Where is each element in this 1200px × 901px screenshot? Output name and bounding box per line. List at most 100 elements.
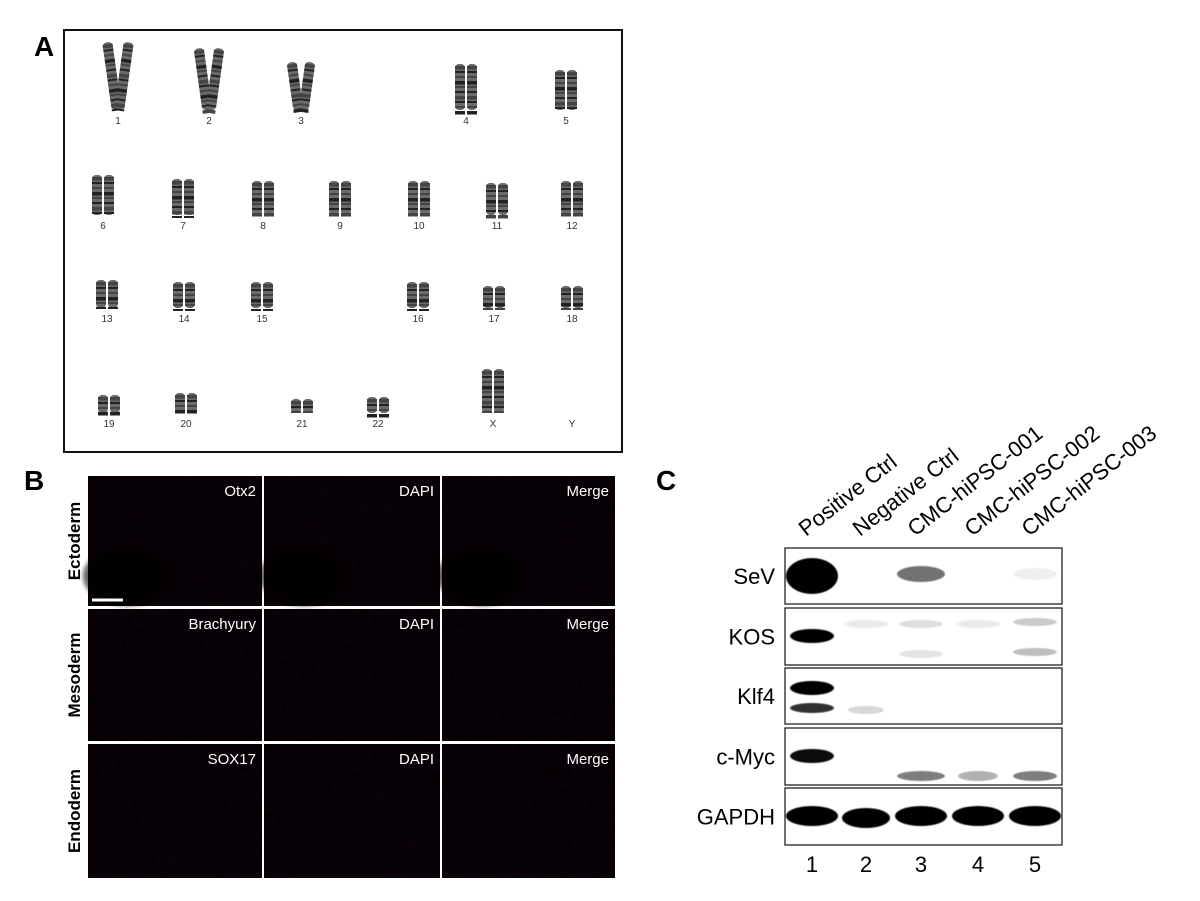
lane-number: 2 — [860, 852, 872, 877]
band — [897, 566, 945, 582]
chromosome — [104, 175, 114, 215]
band — [408, 203, 418, 205]
chromosome — [561, 181, 571, 217]
band — [110, 412, 120, 416]
band — [173, 294, 183, 296]
micrograph-signal — [88, 744, 262, 878]
band — [408, 193, 418, 195]
band — [120, 58, 132, 64]
band — [790, 681, 834, 695]
band — [567, 92, 577, 94]
chromosome — [419, 282, 429, 311]
band — [467, 96, 477, 100]
band — [455, 111, 465, 115]
band — [495, 303, 505, 307]
band — [329, 198, 339, 202]
chromosome — [379, 397, 389, 418]
chromosome-pair — [252, 181, 274, 217]
chromosome-pair — [286, 62, 316, 113]
band — [213, 49, 224, 55]
blot-label: KOS — [729, 625, 775, 650]
chromosome — [407, 282, 417, 311]
band — [291, 411, 301, 413]
band — [482, 376, 492, 378]
band — [117, 83, 128, 87]
band — [291, 401, 301, 405]
band — [455, 101, 465, 103]
band — [1009, 806, 1061, 826]
band — [184, 191, 194, 193]
band — [98, 407, 108, 409]
band — [301, 88, 312, 92]
chromosome-label: 2 — [206, 116, 212, 127]
band — [573, 308, 583, 310]
band — [251, 294, 261, 296]
band — [790, 629, 834, 643]
band — [108, 88, 120, 94]
band — [172, 201, 182, 203]
band — [172, 196, 182, 200]
band — [407, 289, 417, 291]
band — [290, 88, 301, 92]
band — [555, 77, 565, 79]
band — [173, 284, 183, 288]
band — [482, 381, 492, 383]
chromosome — [408, 181, 418, 217]
chromosome — [185, 282, 195, 311]
band — [498, 190, 508, 192]
band — [172, 181, 182, 185]
band — [573, 198, 583, 202]
band — [408, 213, 418, 217]
band — [407, 294, 417, 296]
chromosome — [110, 395, 120, 416]
chromosome — [96, 280, 106, 309]
band — [341, 213, 351, 217]
band — [104, 192, 114, 196]
band — [483, 288, 493, 292]
band — [92, 177, 102, 181]
band — [555, 72, 565, 76]
band — [263, 299, 273, 303]
band — [379, 409, 389, 411]
band — [300, 93, 311, 99]
band — [494, 396, 504, 398]
chromosome-pair — [367, 397, 389, 418]
band — [567, 102, 577, 106]
chromosome-pair — [92, 175, 114, 215]
band — [104, 197, 114, 199]
band — [184, 186, 194, 188]
band — [264, 203, 274, 205]
karyotype-frame — [63, 29, 623, 453]
band — [252, 198, 262, 202]
band — [848, 706, 884, 714]
band — [194, 54, 205, 58]
chromosome-label: 12 — [566, 221, 578, 232]
band — [486, 190, 496, 192]
band — [185, 304, 195, 306]
band — [185, 309, 195, 311]
band — [455, 66, 465, 70]
band — [482, 371, 492, 375]
band — [329, 203, 339, 205]
band — [121, 53, 133, 57]
band — [498, 215, 508, 219]
band — [407, 299, 417, 303]
band — [341, 193, 351, 195]
blot-label: c-Myc — [716, 745, 775, 770]
band — [187, 395, 197, 399]
band — [420, 198, 430, 202]
band — [118, 73, 130, 79]
band — [573, 293, 583, 295]
band — [561, 203, 571, 205]
band — [198, 79, 209, 85]
chromosome-label: 8 — [260, 221, 266, 232]
chromosome-label: 11 — [492, 221, 503, 232]
chromosome — [567, 70, 577, 110]
band — [952, 806, 1004, 826]
band — [251, 284, 261, 288]
band — [212, 59, 223, 63]
lane-number: 3 — [915, 852, 927, 877]
band — [208, 89, 219, 93]
band — [844, 620, 888, 628]
chromosome — [114, 42, 134, 112]
